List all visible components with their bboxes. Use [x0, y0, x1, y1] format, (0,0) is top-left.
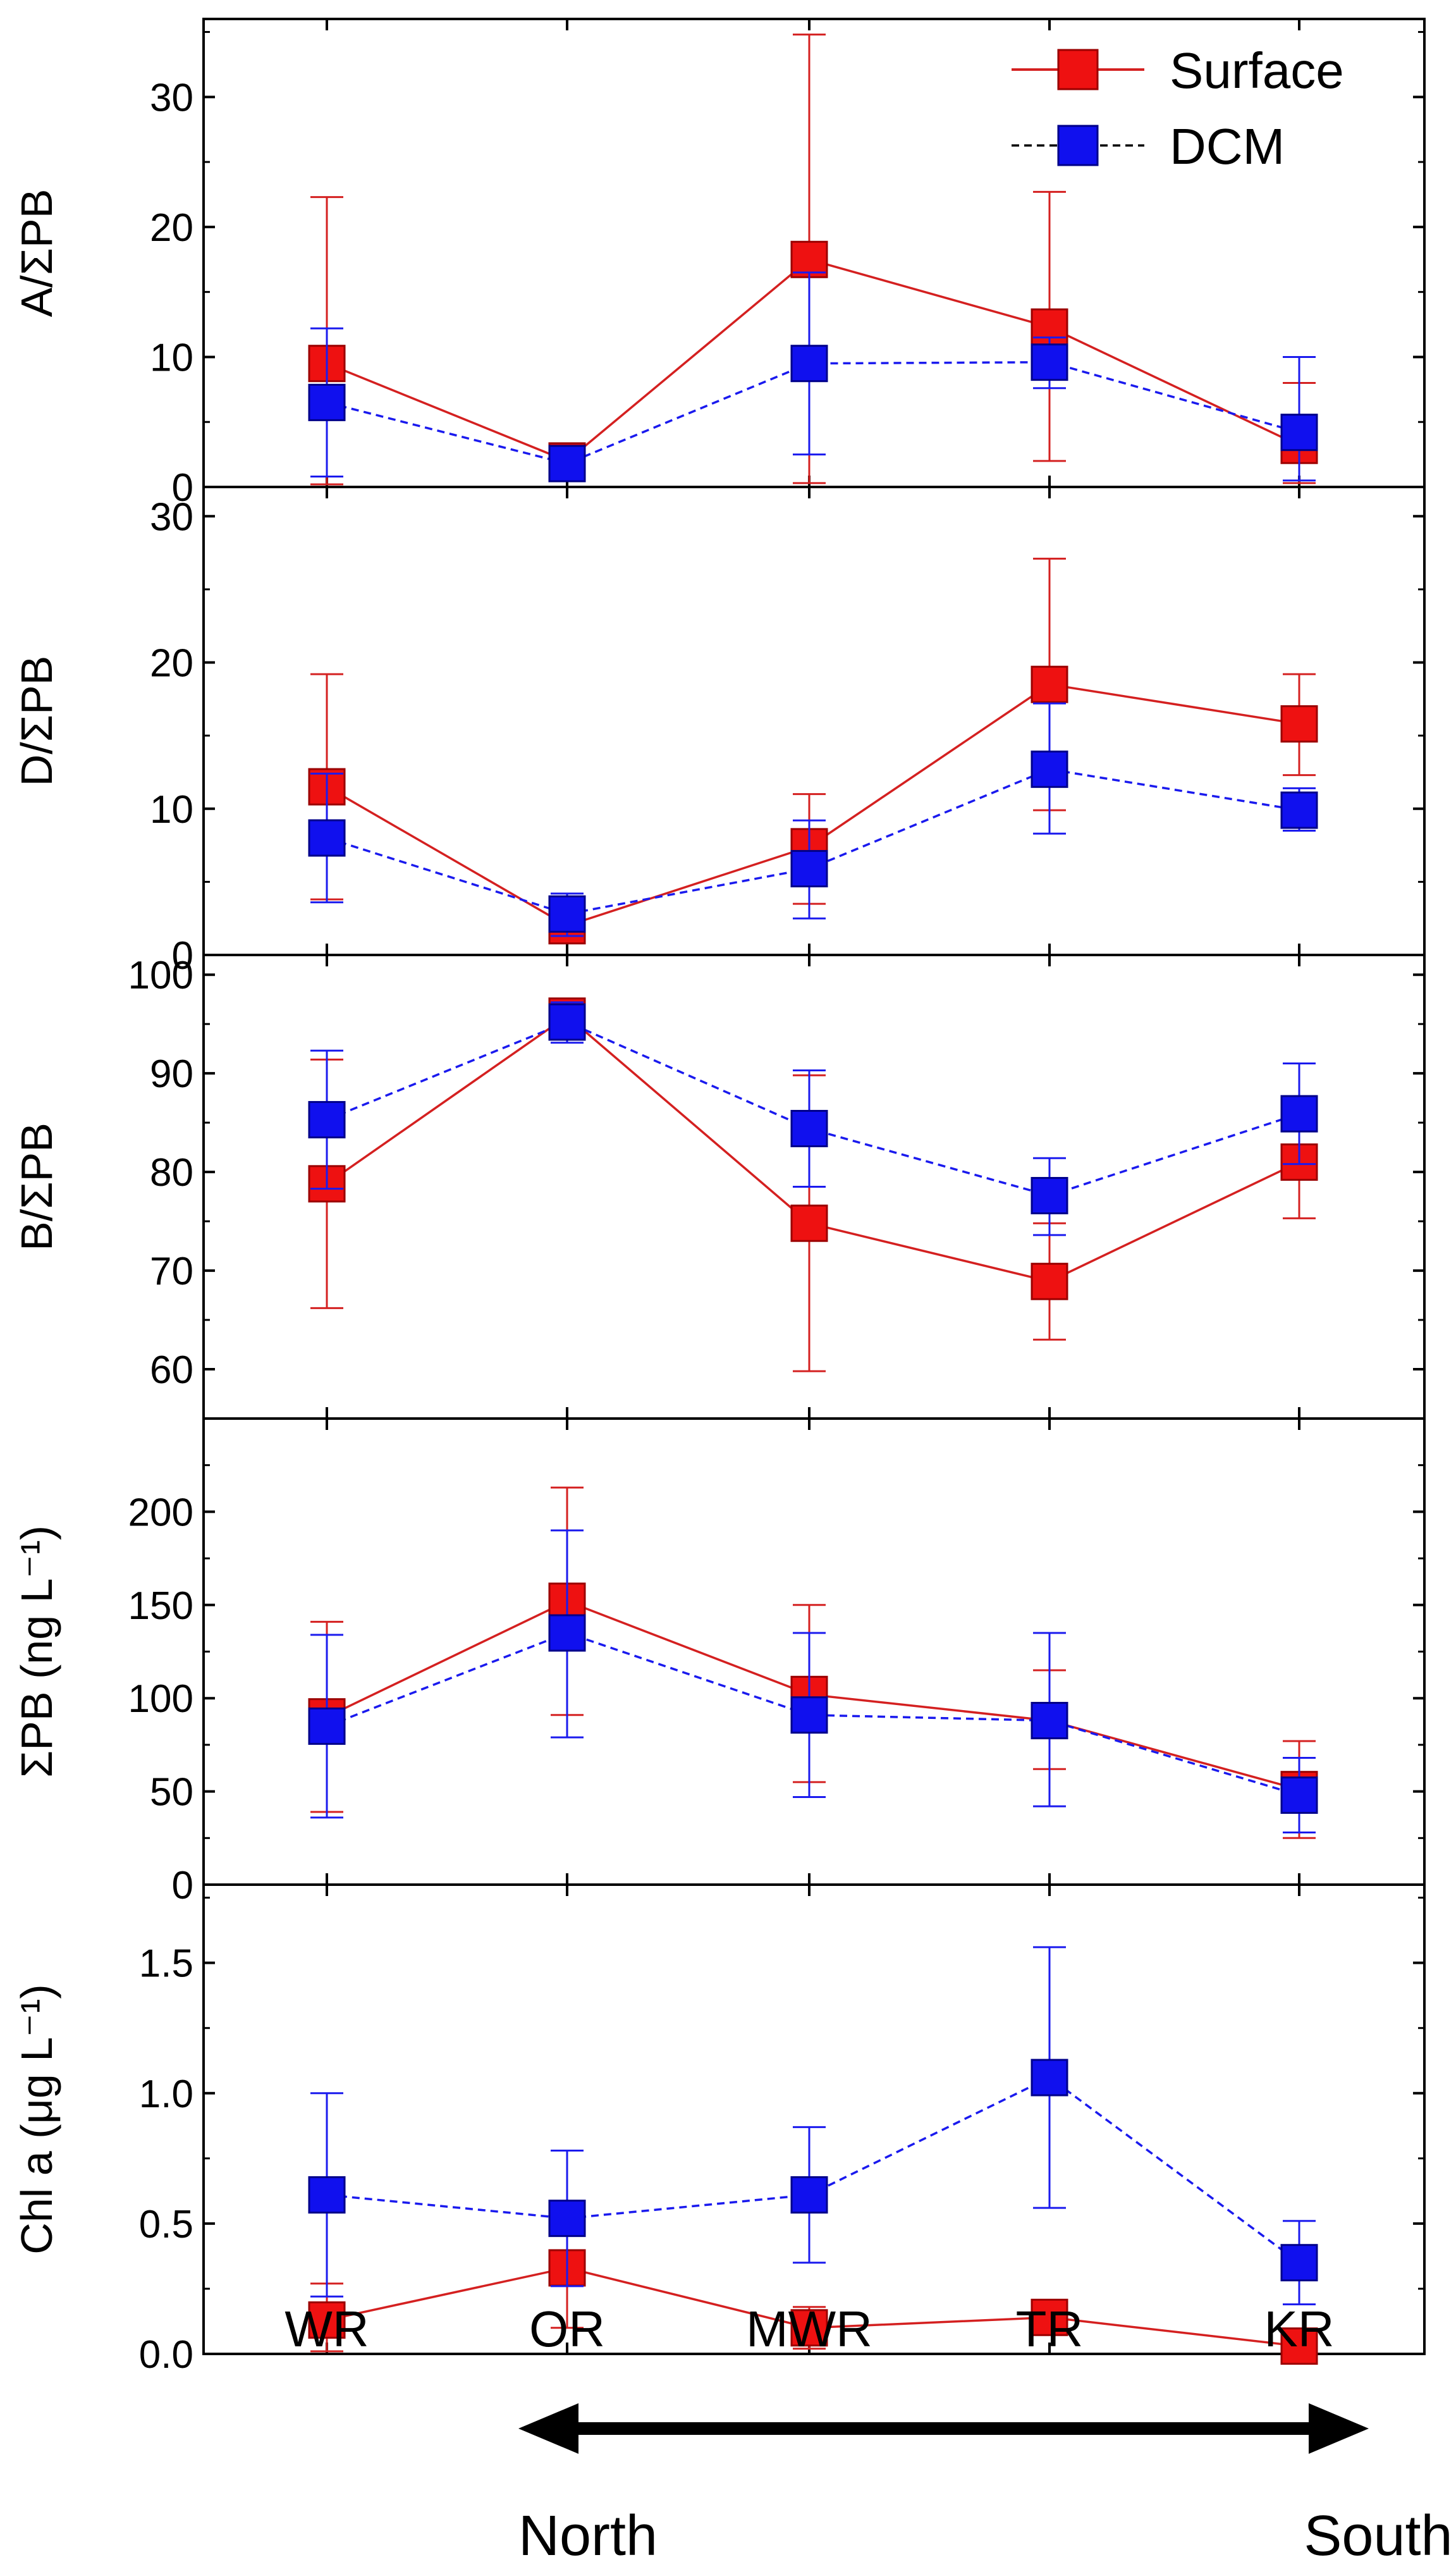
data-point	[790, 1696, 828, 1734]
direction-label-south: South	[1304, 2504, 1452, 2568]
x-category-label: TR	[1016, 2301, 1084, 2357]
legend: Surface DCM	[1012, 42, 1344, 175]
y-axis-label: D/ΣPB	[12, 656, 61, 787]
y-tick-label: 100	[128, 954, 193, 997]
data-point	[308, 383, 346, 421]
data-point	[1031, 665, 1068, 703]
data-point	[1031, 1262, 1068, 1300]
series-dcm	[308, 1946, 1318, 2306]
data-point	[308, 1100, 346, 1138]
y-tick-label: 60	[150, 1348, 193, 1392]
x-axis-category-labels: WR OR MWR TR KR	[284, 2301, 1334, 2357]
y-tick-label: 80	[150, 1151, 193, 1195]
data-point	[548, 895, 586, 933]
x-category-label: WR	[284, 2301, 369, 2357]
y-tick-label: 30	[150, 76, 193, 120]
data-point	[548, 1003, 586, 1041]
direction-label-north: North	[518, 2504, 658, 2568]
y-tick-label: 0	[172, 934, 193, 978]
data-point	[1031, 343, 1068, 381]
y-tick-label: 0.5	[139, 2203, 193, 2246]
series-dcm	[308, 271, 1318, 483]
y-tick-label: 30	[150, 495, 193, 539]
data-point	[1031, 2298, 1068, 2336]
y-tick-label: 20	[150, 642, 193, 686]
panel-3: 0 50 100 150 200 ΣPB (ng L⁻¹)	[12, 1417, 1426, 1907]
y-tick-label: 10	[150, 788, 193, 832]
data-point	[1031, 2059, 1068, 2097]
data-point	[1280, 1095, 1318, 1133]
y-axis-label: Chl a (μg L⁻¹)	[12, 1984, 61, 2254]
y-tick-label: 20	[150, 206, 193, 250]
series-dcm	[308, 702, 1318, 937]
data-point	[1280, 791, 1318, 829]
data-point	[790, 345, 828, 383]
series-line	[326, 2076, 1300, 2264]
legend-label-dcm: DCM	[1170, 118, 1285, 175]
series-surface	[308, 2204, 1318, 2365]
legend-marker-surface	[1057, 49, 1099, 90]
panel-1: 0 10 20 30 D/ΣPB	[12, 486, 1426, 978]
data-point	[1280, 414, 1318, 452]
series-surface	[308, 1486, 1318, 1839]
x-category-label: OR	[529, 2301, 605, 2357]
panels: 0 10 20 30 A/ΣPB 0 10 20 30 D/ΣPB 60 70 80 90 100 B/ΣPB…	[12, 18, 1426, 2377]
data-point	[1031, 1702, 1068, 1740]
direction-arrow-right-head	[1309, 2403, 1369, 2454]
series-surface	[308, 997, 1318, 1372]
direction-arrow-left-head	[518, 2403, 578, 2454]
panel-frame	[202, 1417, 1426, 1886]
y-axis-label: B/ΣPB	[12, 1123, 61, 1251]
y-tick-label: 0	[172, 1864, 193, 1907]
data-point	[1280, 705, 1318, 743]
x-category-label: MWR	[746, 2301, 872, 2357]
y-tick-label: 90	[150, 1052, 193, 1096]
panel-0: 0 10 20 30 A/ΣPB	[12, 18, 1426, 510]
y-tick-label: 0.0	[139, 2333, 193, 2377]
series-surface	[308, 34, 1318, 486]
y-tick-label: 150	[128, 1584, 193, 1628]
series-dcm	[308, 1529, 1318, 1833]
data-point	[1031, 750, 1068, 788]
y-axis-label: ΣPB (ng L⁻¹)	[12, 1525, 61, 1778]
data-point	[790, 1204, 828, 1242]
data-point	[790, 2309, 828, 2347]
y-tick-label: 1.0	[139, 2072, 193, 2116]
panel-2: 60 70 80 90 100 B/ΣPB	[12, 954, 1426, 1420]
y-tick-label: 10	[150, 336, 193, 379]
y-tick-label: 50	[150, 1771, 193, 1814]
data-point	[1280, 2327, 1318, 2365]
data-point	[308, 819, 346, 857]
series-line	[326, 683, 1300, 927]
data-point	[1280, 1776, 1318, 1814]
panel-4: 0.0 0.5 1.0 1.5 Chl a (μg L⁻¹)	[12, 1883, 1426, 2377]
legend-marker-dcm	[1057, 125, 1099, 166]
y-tick-label: 70	[150, 1250, 193, 1293]
data-point	[548, 2200, 586, 2238]
series-line	[326, 1021, 1300, 1197]
y-tick-label: 100	[128, 1677, 193, 1721]
data-point	[1280, 2244, 1318, 2282]
data-point	[790, 2176, 828, 2214]
y-tick-label: 0	[172, 466, 193, 510]
data-point	[548, 1614, 586, 1652]
data-point	[1031, 1177, 1068, 1215]
data-point	[790, 850, 828, 888]
direction-indicator: North South	[518, 2403, 1453, 2568]
y-axis-label: A/ΣPB	[12, 189, 61, 317]
data-point	[790, 1109, 828, 1147]
panel-frame	[202, 1883, 1426, 2355]
y-tick-label: 200	[128, 1491, 193, 1534]
series-dcm	[308, 1001, 1318, 1236]
data-point	[308, 2176, 346, 2214]
y-tick-label: 1.5	[139, 1942, 193, 1986]
data-point	[548, 445, 586, 483]
x-category-label: KR	[1264, 2301, 1334, 2357]
data-point	[308, 2301, 346, 2339]
data-point	[308, 1707, 346, 1745]
legend-label-surface: Surface	[1170, 42, 1344, 99]
